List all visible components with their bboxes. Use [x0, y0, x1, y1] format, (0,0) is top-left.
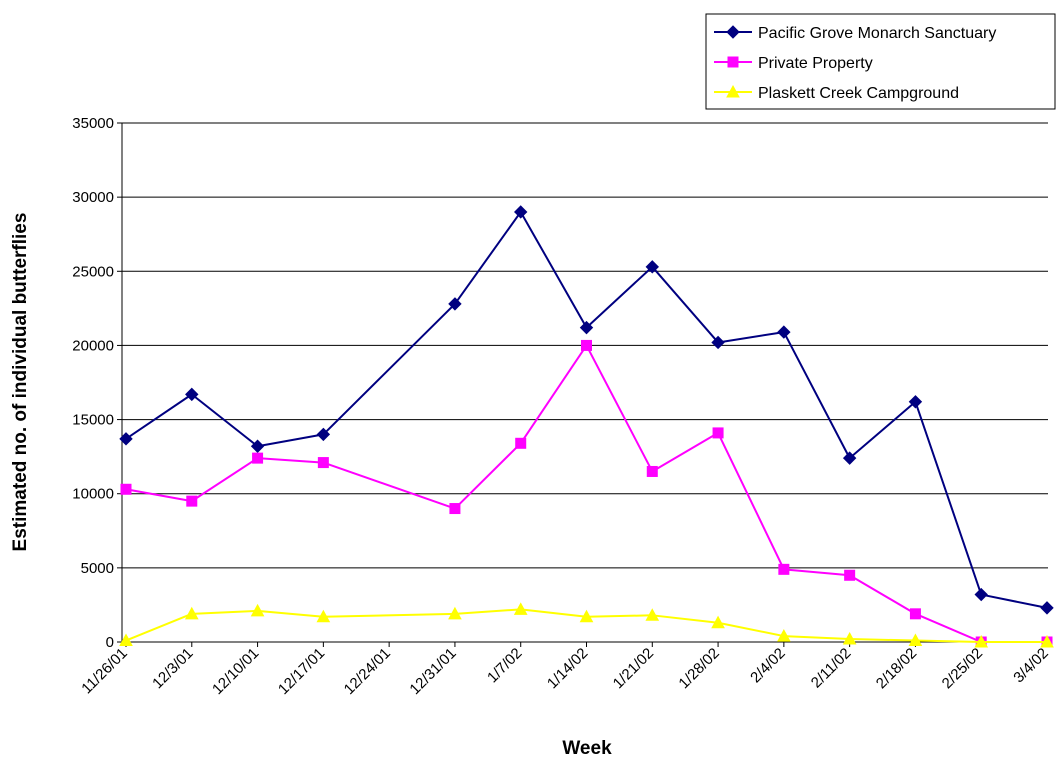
- series-2: [119, 602, 1054, 648]
- point-marker: [1040, 601, 1054, 615]
- series-line: [125, 344, 1047, 643]
- series-line: [125, 210, 1048, 609]
- point-marker: [579, 320, 594, 335]
- gridlines: [122, 122, 1048, 569]
- point-marker: [186, 495, 198, 507]
- series-0: [119, 205, 1054, 615]
- point-marker: [645, 608, 660, 621]
- y-tick-label: 20000: [72, 337, 114, 354]
- point-marker: [844, 569, 856, 581]
- point-marker: [579, 609, 594, 623]
- point-marker: [646, 465, 658, 477]
- point-marker: [842, 451, 857, 465]
- point-marker: [711, 615, 725, 629]
- x-tick-label: 1/7/02: [484, 645, 526, 687]
- x-tick-label: 2/25/02: [939, 645, 986, 692]
- x-tick-label: 12/10/01: [209, 645, 262, 698]
- x-tick-label: 12/3/01: [149, 645, 196, 692]
- point-marker: [448, 606, 462, 620]
- point-marker: [119, 633, 133, 647]
- x-tick-label: 1/14/02: [544, 645, 591, 692]
- legend-label: Plaskett Creek Campground: [758, 85, 959, 102]
- x-tick-label: 2/18/02: [873, 645, 920, 692]
- point-marker: [1040, 634, 1054, 648]
- point-marker: [185, 387, 199, 402]
- point-marker: [581, 339, 592, 351]
- point-marker: [726, 84, 740, 98]
- x-axis-ticks: 11/26/01 12/3/01 12/10/01 12/17/01 12/24/01 1…: [78, 642, 1052, 698]
- point-marker: [120, 483, 132, 495]
- legend: Pacific Grove Monarch Sanctuary Private P…: [705, 13, 1056, 110]
- point-marker: [726, 25, 740, 39]
- point-marker: [974, 634, 989, 648]
- point-marker: [250, 603, 265, 617]
- point-marker: [712, 427, 724, 439]
- y-axis-title: Estimated no. of individual butterflies: [10, 213, 31, 552]
- legend-entry: Private Property: [714, 55, 873, 72]
- point-marker: [316, 427, 331, 442]
- point-marker: [448, 297, 462, 311]
- y-tick-label: 35000: [72, 115, 114, 132]
- point-marker: [777, 325, 791, 339]
- x-tick-label: 12/17/01: [275, 645, 328, 698]
- point-marker: [908, 395, 923, 409]
- y-tick-label: 30000: [72, 189, 114, 206]
- point-marker: [252, 452, 264, 464]
- x-tick-label: 2/11/02: [808, 645, 855, 692]
- x-tick-label: 12/24/01: [341, 645, 394, 698]
- x-tick-label: 1/21/02: [610, 645, 657, 692]
- legend-label: Pacific Grove Monarch Sanctuary: [758, 25, 996, 42]
- legend-label: Private Property: [758, 55, 873, 72]
- y-tick-label: 25000: [72, 263, 114, 280]
- x-tick-label: 12/31/01: [406, 645, 459, 698]
- series-line: [125, 608, 1047, 643]
- point-marker: [842, 631, 857, 645]
- point-marker: [908, 633, 923, 647]
- legend-entry: Plaskett Creek Campground: [714, 84, 959, 102]
- series-group: [119, 205, 1054, 648]
- x-tick-label: 1/28/02: [675, 645, 722, 692]
- point-marker: [317, 457, 329, 469]
- point-marker: [974, 587, 988, 602]
- y-tick-label: 5000: [81, 560, 114, 577]
- point-marker: [711, 335, 725, 350]
- point-marker: [777, 629, 791, 642]
- y-tick-label: 10000: [72, 486, 114, 503]
- y-tick-label: 0: [106, 634, 114, 651]
- point-marker: [645, 260, 659, 274]
- point-marker: [778, 563, 790, 575]
- x-tick-label: 11/26/01: [78, 645, 131, 698]
- point-marker: [119, 432, 133, 446]
- x-axis-title: Week: [562, 738, 612, 759]
- x-tick-label: 3/4/02: [1010, 645, 1052, 687]
- point-marker: [909, 608, 921, 620]
- y-axis-ticks: 0 5000 10000 15000 20000 25000 30000 35000: [72, 115, 122, 651]
- point-marker: [184, 606, 199, 620]
- legend-entry: Pacific Grove Monarch Sanctuary: [714, 25, 996, 42]
- x-tick-label: 2/4/02: [747, 645, 789, 687]
- legend-box: [705, 13, 1056, 110]
- point-marker: [449, 503, 461, 515]
- point-marker: [515, 437, 527, 449]
- point-marker: [513, 602, 528, 615]
- point-marker: [250, 439, 265, 453]
- point-marker: [316, 609, 331, 623]
- point-marker: [727, 56, 739, 68]
- point-marker: [514, 205, 528, 219]
- y-tick-label: 15000: [72, 412, 114, 429]
